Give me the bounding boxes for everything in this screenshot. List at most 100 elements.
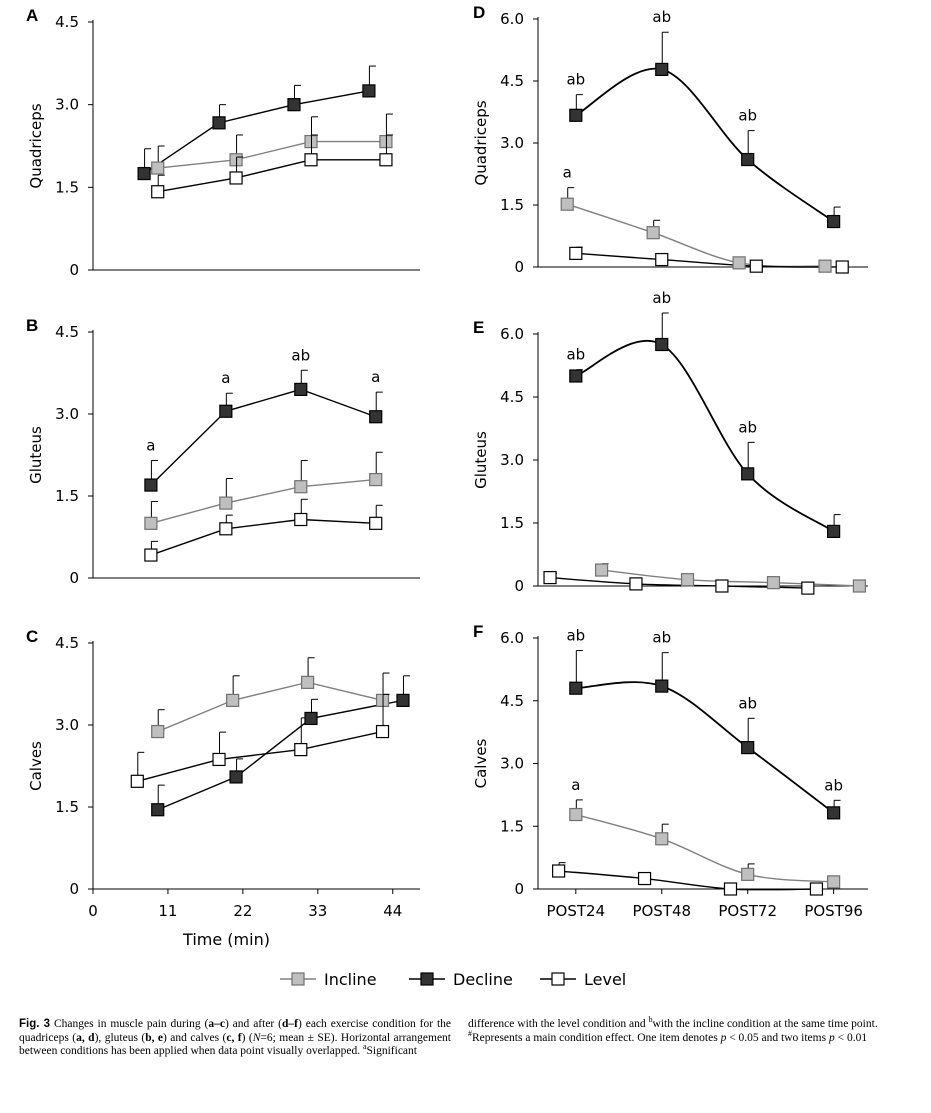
data-point-level bbox=[809, 882, 824, 896]
data-point-decline bbox=[294, 382, 308, 396]
data-point-level bbox=[304, 153, 318, 167]
data-point-incline bbox=[655, 832, 669, 846]
series-line-level bbox=[575, 252, 843, 268]
caption-text: < 0.05 and two items bbox=[726, 1031, 829, 1044]
series-line-level bbox=[137, 730, 383, 782]
significance-label: ab bbox=[652, 629, 671, 647]
caption-text: < 0.01 bbox=[834, 1031, 868, 1044]
caption-italic: p bbox=[828, 1031, 835, 1044]
y-tick-label: 6.0 bbox=[500, 629, 524, 647]
caption-text: ) each exercise condition for the quadri… bbox=[19, 1018, 451, 1044]
data-point-level bbox=[552, 864, 566, 878]
series-line-decline bbox=[575, 339, 835, 533]
caption-right: difference with the level condition and … bbox=[468, 1016, 908, 1045]
y-axis-label: Quadriceps bbox=[472, 100, 490, 185]
series-line-incline bbox=[575, 813, 834, 883]
data-point-incline bbox=[219, 496, 233, 510]
significance-label: a bbox=[221, 369, 230, 387]
data-point-level bbox=[723, 882, 738, 896]
data-point-decline bbox=[569, 108, 583, 122]
x-tick-label: 44 bbox=[383, 902, 402, 920]
data-point-level bbox=[369, 516, 383, 530]
data-point-decline bbox=[655, 679, 669, 693]
data-point-level bbox=[294, 512, 308, 527]
y-tick-label: 0 bbox=[69, 261, 79, 279]
caption-fig-label: Fig. 3 bbox=[19, 1018, 51, 1030]
data-point-level bbox=[229, 171, 243, 185]
y-tick-label: 3.0 bbox=[500, 134, 524, 152]
y-tick-label: 0 bbox=[514, 577, 524, 595]
data-point-incline bbox=[594, 563, 609, 577]
data-point-decline bbox=[655, 62, 669, 77]
x-tick-label: 0 bbox=[88, 902, 98, 920]
caption-left: Fig. 3 Changes in muscle pain during (a–… bbox=[19, 1018, 451, 1059]
x-axis-label: Time (min) bbox=[182, 930, 270, 949]
data-point-incline bbox=[151, 724, 165, 739]
data-point-level bbox=[801, 581, 815, 595]
y-tick-label: 4.5 bbox=[55, 634, 79, 652]
x-tick-label: 11 bbox=[158, 902, 177, 920]
data-point-incline bbox=[766, 576, 781, 590]
series-line-decline bbox=[143, 90, 370, 175]
caption-text: ) and calves ( bbox=[163, 1031, 227, 1044]
series-line-decline bbox=[575, 681, 835, 814]
data-point-level bbox=[151, 185, 165, 199]
data-point-level bbox=[749, 259, 763, 273]
caption-panel-ref: a, d bbox=[76, 1031, 95, 1044]
y-tick-label: 3.0 bbox=[55, 405, 79, 423]
y-tick-label: 0 bbox=[514, 880, 524, 898]
legend-label: Level bbox=[584, 970, 626, 989]
data-point-incline bbox=[569, 807, 583, 822]
y-axis-label: Gluteus bbox=[27, 426, 45, 484]
legend-marker bbox=[291, 972, 305, 986]
series-line-decline bbox=[157, 699, 404, 811]
y-tick-label: 1.5 bbox=[500, 196, 524, 214]
data-point-level bbox=[637, 871, 652, 886]
data-point-incline bbox=[369, 473, 383, 487]
significance-label: ab bbox=[566, 627, 585, 645]
data-point-incline bbox=[732, 256, 746, 270]
series-line-level bbox=[157, 159, 386, 193]
caption-text: Represents a main condition effect. One … bbox=[472, 1031, 721, 1044]
x-tick-label: POST72 bbox=[718, 902, 777, 920]
data-point-level bbox=[212, 752, 226, 767]
caption-text: ) ( bbox=[241, 1031, 253, 1044]
y-tick-label: 1.5 bbox=[55, 487, 79, 505]
data-point-decline bbox=[741, 152, 755, 167]
caption-text: ), gluteus ( bbox=[94, 1031, 146, 1044]
caption-italic: p bbox=[720, 1031, 727, 1044]
panel-b: B 0 1.5 3.0 4.5 Gluteus a a ab a bbox=[26, 316, 420, 587]
series-line-incline bbox=[157, 140, 386, 169]
series-line-incline bbox=[566, 203, 826, 268]
caption-superscript: # bbox=[468, 1028, 472, 1038]
y-tick-label: 6.0 bbox=[500, 325, 524, 343]
significance-label: a bbox=[146, 436, 155, 454]
y-axis-label: Calves bbox=[27, 741, 45, 791]
data-point-level bbox=[130, 774, 144, 788]
data-point-incline bbox=[226, 693, 240, 708]
significance-label: ab bbox=[566, 346, 585, 364]
panel-f: F 0 1.5 3.0 4.5 6.0 Calves POST24 POST48 POST72 PO… bbox=[472, 622, 868, 920]
y-tick-label: 1.5 bbox=[500, 514, 524, 532]
data-point-level bbox=[655, 252, 669, 267]
x-tick-label: POST24 bbox=[547, 902, 606, 920]
data-point-decline bbox=[827, 214, 841, 229]
caption-panel-ref: a–c bbox=[208, 1018, 225, 1030]
data-point-level bbox=[569, 246, 583, 260]
significance-label: a bbox=[571, 776, 580, 794]
significance-label: ab bbox=[652, 8, 671, 26]
x-tick-label: POST96 bbox=[804, 902, 863, 920]
x-tick-label: 22 bbox=[233, 902, 252, 920]
legend-marker bbox=[420, 972, 434, 986]
data-point-decline bbox=[144, 478, 158, 492]
y-tick-label: 4.5 bbox=[55, 13, 79, 31]
y-tick-label: 3.0 bbox=[500, 451, 524, 469]
series-line-level bbox=[150, 518, 376, 556]
data-point-decline bbox=[741, 741, 755, 755]
data-point-decline bbox=[151, 803, 165, 817]
panel-label: F bbox=[473, 622, 483, 641]
y-tick-label: 1.5 bbox=[55, 798, 79, 816]
legend-item-decline: Decline bbox=[409, 970, 513, 989]
data-point-level bbox=[379, 153, 393, 167]
significance-label: ab bbox=[738, 418, 757, 436]
